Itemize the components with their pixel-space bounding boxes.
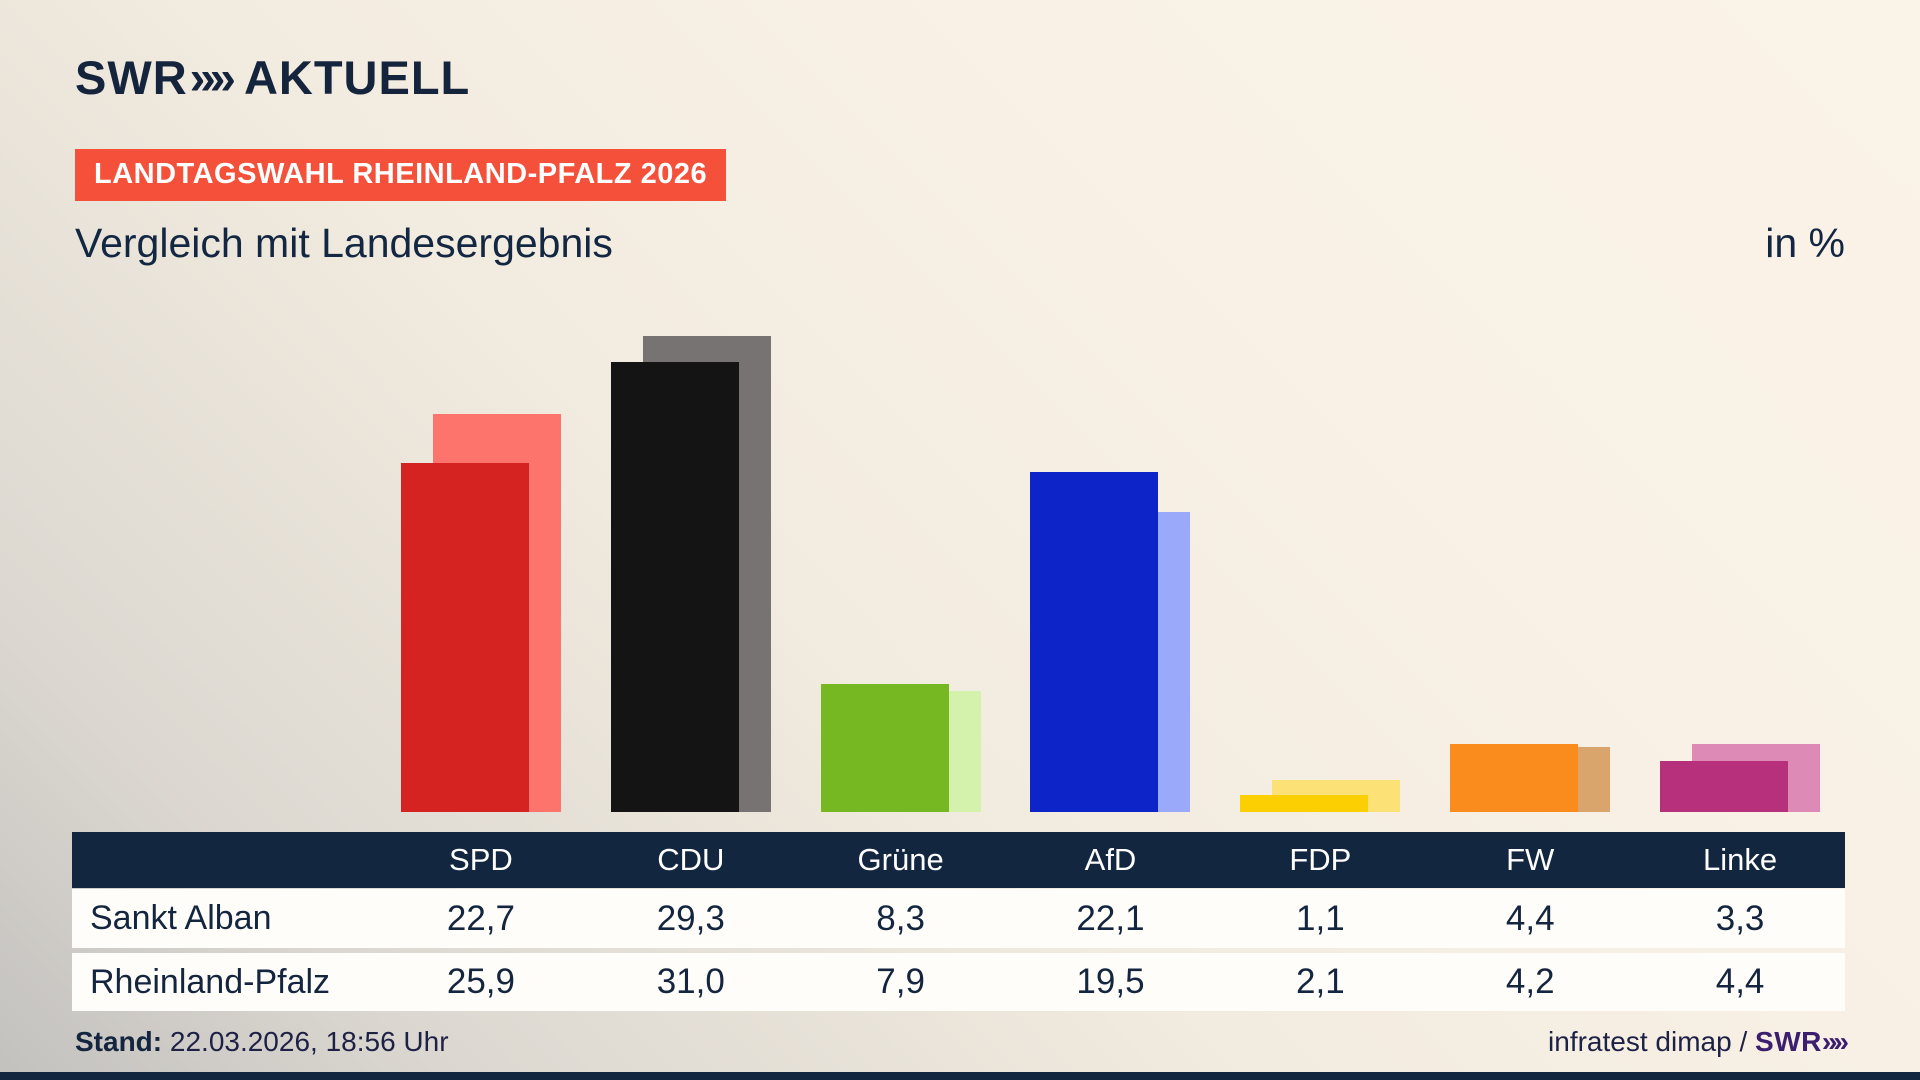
value-cell: 7,9 <box>876 962 925 1001</box>
results-table: SPD CDU Grüne AfD FDP FW Linke Sankt Alban 22,7… <box>72 832 1845 1011</box>
value-cell: 22,1 <box>1076 898 1145 938</box>
swr-wordmark: SWR <box>75 51 188 104</box>
table-row-sankt-alban: Sankt Alban 22,7 29,3 8,3 22,1 1,1 4,4 3,3 <box>72 889 1845 948</box>
table-header-party-cdu: CDU <box>657 842 725 877</box>
value-cell: 8,3 <box>876 898 925 938</box>
value-cell: 4,4 <box>1715 962 1765 1001</box>
source-text: infratest dimap / <box>1548 1026 1756 1057</box>
footer-chevrons-icon: »» <box>1821 1026 1849 1057</box>
unit-label: in % <box>1765 220 1845 266</box>
timestamp: Stand: 22.03.2026, 18:56 Uhr <box>75 1026 449 1058</box>
swr-footer-logo: SWR»» <box>1755 1026 1849 1057</box>
value-cell: 19,5 <box>1076 962 1145 1001</box>
row-label: Rheinland-Pfalz <box>90 962 331 1001</box>
swr-aktuell-logo: SWR»» AKTUELL <box>75 50 470 105</box>
table-header-party-grüne: Grüne <box>857 842 944 877</box>
table-row-rheinland-pfalz: Rheinland-Pfalz 25,9 31,0 7,9 19,5 2,1 4,2 4,4 <box>72 953 1845 1011</box>
value-cell: 2,1 <box>1296 962 1345 1001</box>
value-cell: 3,3 <box>1715 898 1765 938</box>
table-header: SPD CDU Grüne AfD FDP FW Linke <box>72 832 1845 888</box>
table-header-party-fw: FW <box>1506 842 1555 877</box>
footer: Stand: 22.03.2026, 18:56 Uhr infratest d… <box>75 1026 1849 1058</box>
bottom-accent-bar <box>0 1072 1920 1080</box>
value-cell: 4,4 <box>1505 898 1555 938</box>
bar-fw-sankt-alban <box>1450 744 1578 812</box>
table-header-party-linke: Linke <box>1703 842 1778 877</box>
row-label: Sankt Alban <box>90 899 272 937</box>
value-cell: 22,7 <box>446 898 515 938</box>
chevrons-icon: »» <box>189 51 236 104</box>
bar-afd-sankt-alban <box>1030 472 1158 812</box>
source-credit: infratest dimap / SWR»» <box>1548 1026 1849 1058</box>
table-header-party-afd: AfD <box>1084 842 1137 877</box>
bar-cdu-sankt-alban <box>611 362 739 812</box>
table-header-party-fdp: FDP <box>1289 842 1352 877</box>
title-row: Vergleich mit Landesergebnis in % <box>75 220 1845 267</box>
chart-title: Vergleich mit Landesergebnis <box>75 220 613 266</box>
bar-fdp-sankt-alban <box>1240 795 1368 812</box>
table-header-party-spd: SPD <box>449 842 513 877</box>
value-cell: 25,9 <box>446 962 515 1001</box>
value-cell: 4,2 <box>1505 962 1555 1001</box>
value-cell: 29,3 <box>656 898 725 938</box>
value-cell: 1,1 <box>1296 898 1345 938</box>
bar-grüne-sankt-alban <box>821 684 949 812</box>
aktuell-wordmark: AKTUELL <box>243 51 471 104</box>
value-cell: 31,0 <box>656 962 725 1001</box>
stand-value: 22.03.2026, 18:56 Uhr <box>169 1026 449 1057</box>
stand-label: Stand: <box>75 1026 163 1057</box>
bar-linke-sankt-alban <box>1660 761 1788 812</box>
election-badge: LANDTAGSWAHL RHEINLAND-PFALZ 2026 <box>75 149 727 201</box>
bar-spd-sankt-alban <box>401 463 529 812</box>
